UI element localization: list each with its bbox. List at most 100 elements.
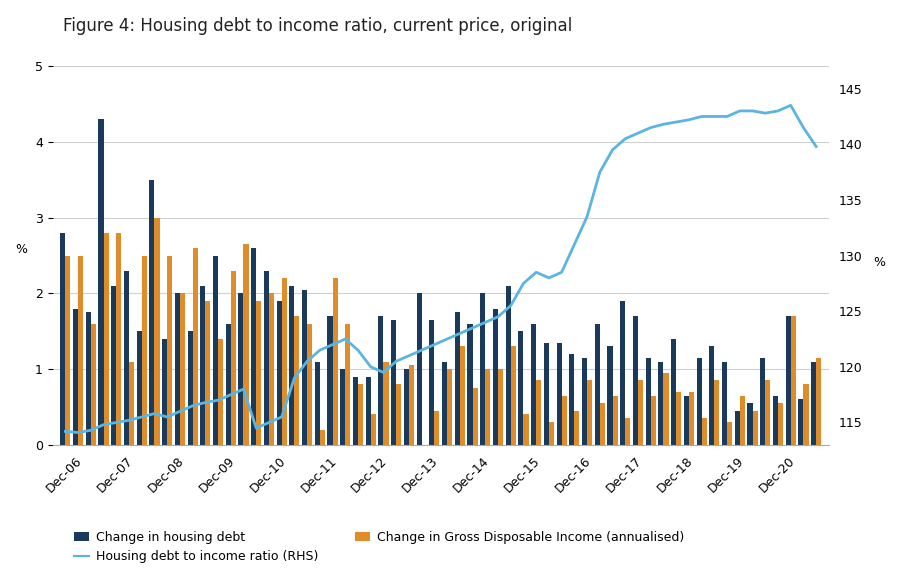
- Bar: [129, 361, 134, 445]
- Bar: [518, 331, 524, 445]
- Bar: [562, 396, 567, 445]
- Bar: [570, 354, 574, 445]
- Bar: [187, 331, 193, 445]
- Bar: [620, 301, 625, 445]
- Bar: [467, 324, 472, 445]
- Bar: [722, 361, 727, 445]
- Bar: [613, 396, 617, 445]
- Bar: [638, 380, 644, 445]
- Bar: [180, 293, 185, 445]
- Bar: [346, 324, 350, 445]
- Bar: [663, 373, 669, 445]
- Bar: [595, 324, 599, 445]
- Bar: [778, 403, 783, 445]
- Bar: [269, 293, 274, 445]
- Bar: [811, 361, 816, 445]
- Bar: [633, 316, 638, 445]
- Bar: [289, 286, 294, 445]
- Bar: [804, 384, 808, 445]
- Bar: [238, 293, 244, 445]
- Bar: [333, 278, 338, 445]
- Bar: [676, 392, 681, 445]
- Bar: [626, 418, 630, 445]
- Bar: [472, 388, 478, 445]
- Bar: [302, 289, 307, 445]
- Bar: [205, 301, 211, 445]
- Bar: [365, 376, 371, 445]
- Bar: [531, 324, 536, 445]
- Bar: [435, 411, 439, 445]
- Bar: [404, 369, 409, 445]
- Bar: [498, 369, 503, 445]
- Bar: [510, 346, 516, 445]
- Bar: [556, 343, 562, 445]
- Bar: [256, 301, 261, 445]
- Bar: [193, 248, 198, 445]
- Bar: [765, 380, 770, 445]
- Bar: [481, 293, 485, 445]
- Bar: [651, 396, 656, 445]
- Bar: [760, 358, 765, 445]
- Bar: [167, 256, 172, 445]
- Bar: [98, 119, 104, 445]
- Bar: [73, 309, 78, 445]
- Bar: [251, 248, 256, 445]
- Bar: [116, 233, 122, 445]
- Bar: [91, 324, 96, 445]
- Bar: [798, 400, 804, 445]
- Bar: [60, 233, 66, 445]
- Bar: [86, 313, 91, 445]
- Bar: [137, 331, 141, 445]
- Bar: [226, 324, 230, 445]
- Bar: [149, 180, 155, 445]
- Bar: [697, 358, 702, 445]
- Bar: [392, 320, 396, 445]
- Bar: [315, 361, 320, 445]
- Bar: [213, 256, 218, 445]
- Bar: [734, 411, 740, 445]
- Bar: [162, 339, 167, 445]
- Bar: [124, 271, 129, 445]
- Bar: [747, 403, 752, 445]
- Bar: [396, 384, 401, 445]
- Bar: [276, 301, 282, 445]
- Bar: [688, 392, 694, 445]
- Bar: [328, 316, 333, 445]
- Bar: [574, 411, 580, 445]
- Bar: [78, 256, 83, 445]
- Bar: [383, 361, 389, 445]
- Bar: [715, 380, 719, 445]
- Bar: [340, 369, 346, 445]
- Bar: [175, 293, 180, 445]
- Bar: [671, 339, 676, 445]
- Bar: [599, 403, 605, 445]
- Bar: [141, 256, 147, 445]
- Bar: [524, 415, 528, 445]
- Bar: [409, 365, 414, 445]
- Bar: [702, 418, 706, 445]
- Bar: [429, 320, 435, 445]
- Bar: [454, 313, 460, 445]
- Bar: [218, 339, 223, 445]
- Bar: [353, 376, 358, 445]
- Y-axis label: %: %: [873, 256, 885, 269]
- Bar: [378, 316, 383, 445]
- Bar: [791, 316, 796, 445]
- Bar: [773, 396, 778, 445]
- Bar: [200, 286, 205, 445]
- Bar: [442, 361, 447, 445]
- Bar: [727, 422, 732, 445]
- Y-axis label: %: %: [15, 242, 27, 256]
- Bar: [544, 343, 549, 445]
- Bar: [493, 309, 498, 445]
- Bar: [460, 346, 465, 445]
- Bar: [417, 293, 421, 445]
- Bar: [506, 286, 510, 445]
- Bar: [740, 396, 745, 445]
- Legend: Change in housing debt, Housing debt to income ratio (RHS), Change in Gross Disp: Change in housing debt, Housing debt to …: [69, 525, 688, 568]
- Bar: [371, 415, 376, 445]
- Text: Figure 4: Housing debt to income ratio, current price, original: Figure 4: Housing debt to income ratio, …: [63, 17, 572, 35]
- Bar: [111, 286, 116, 445]
- Bar: [358, 384, 363, 445]
- Bar: [307, 324, 312, 445]
